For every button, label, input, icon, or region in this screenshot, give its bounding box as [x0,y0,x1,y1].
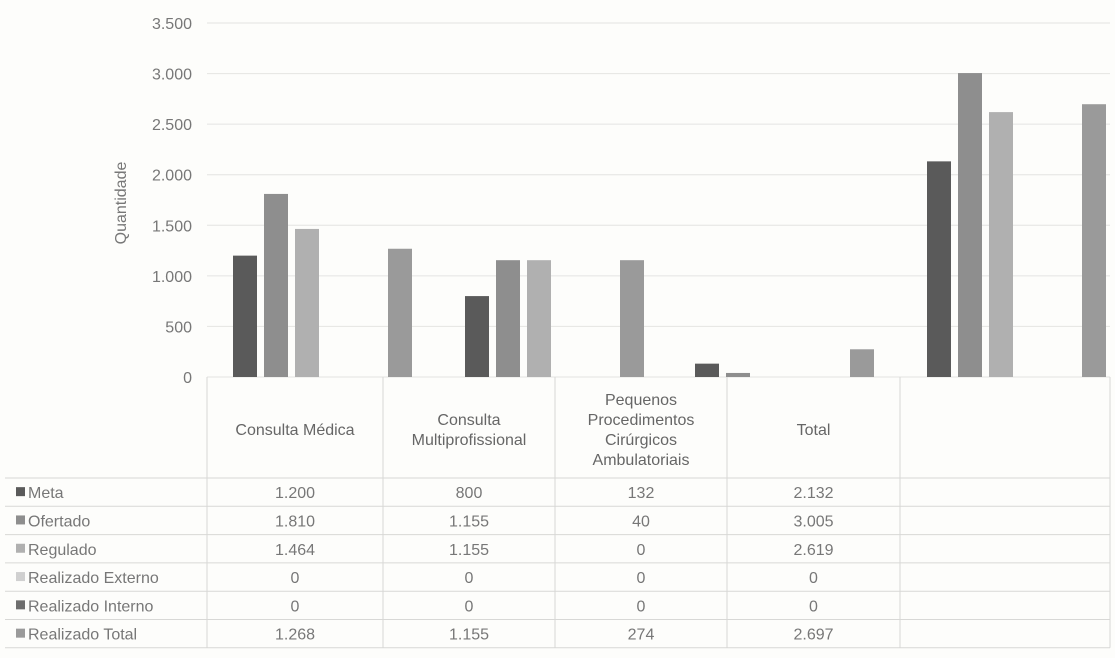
bar-realizado-total [1082,104,1106,377]
bar-ofertado [264,193,288,377]
data-label: 0 [637,570,646,587]
bar-meta [927,161,951,377]
series-name: Regulado [28,542,97,559]
y-tick-label: 2.500 [152,117,192,134]
category-label: Consulta Médica [235,422,354,439]
bar-regulado [989,112,1013,377]
category-label: Multiprofissional [412,432,527,449]
data-label: 1.155 [449,627,489,644]
y-tick-label: 2.000 [152,168,192,185]
category-label: Ambulatoriais [593,452,690,469]
data-label: 1.268 [275,627,315,644]
table-row: Regulado 1.464 1.155 0 2.619 [16,542,834,559]
legend-swatch [16,628,25,638]
table-row: Ofertado 1.810 1.155 40 3.005 [16,513,834,530]
data-label: 1.155 [449,513,489,530]
bar-ofertado [726,372,750,377]
data-table-rows: Meta 1.200 800 132 2.132 Ofertado 1.810 1.155 40… [16,485,834,644]
series-name: Meta [28,485,64,502]
bar-ofertado [496,260,520,377]
bar-ofertado [958,73,982,378]
legend-swatch [16,515,25,525]
y-tick-label: 1.000 [152,269,192,286]
category-label: Procedimentos [588,412,695,429]
series-name: Realizado Interno [28,598,154,615]
y-tick-label: 500 [165,319,192,336]
data-label: 800 [456,485,483,502]
gridlines [207,22,1110,378]
category-labels: Consulta Médica Consulta Multiprofissional… [235,392,830,469]
bar-regulado [295,228,319,377]
bar-meta [233,255,257,377]
data-label: 3.005 [793,513,833,530]
bar-meta [695,363,719,377]
y-tick-label: 3.500 [152,16,192,33]
category-label: Total [797,422,831,439]
data-label: 40 [632,513,650,530]
series-name: Ofertado [28,513,90,530]
category-label: Cirúrgicos [605,432,677,449]
series-name: Realizado Total [28,627,137,644]
data-table-grid [5,377,1111,649]
data-label: 0 [637,598,646,615]
category-label: Pequenos [605,392,677,409]
bar-meta [465,296,489,377]
data-label: 0 [809,598,818,615]
bar-realizado-total [850,349,874,377]
series-name: Realizado Externo [28,570,159,587]
data-label: 0 [291,570,300,587]
data-label: 1.155 [449,542,489,559]
y-tick-label: 3.000 [152,67,192,84]
y-axis-ticks: 0 500 1.000 1.500 2.000 2.500 3.000 3.500 [152,16,192,387]
data-label: 132 [628,485,655,502]
table-row: Realizado Interno 0 0 0 0 [16,598,818,615]
data-label: 1.810 [275,513,315,530]
legend-swatch [16,600,25,610]
data-label: 2.132 [793,485,833,502]
y-axis-label: Quantidade [113,162,130,245]
data-label: 2.697 [793,627,833,644]
table-row: Realizado Total 1.268 1.155 274 2.697 [16,627,834,644]
data-label: 274 [628,627,655,644]
data-label: 0 [465,570,474,587]
data-label: 0 [809,570,818,587]
legend-swatch [16,543,25,553]
bar-realizado-total [388,248,412,377]
data-label: 0 [465,598,474,615]
table-row: Realizado Externo 0 0 0 0 [16,570,818,587]
data-label: 0 [291,598,300,615]
category-label: Consulta [437,412,500,429]
bar-realizado-total [620,260,644,377]
legend-swatch [16,487,25,497]
data-label: 1.464 [275,542,315,559]
legend-swatch [16,572,25,582]
bar-regulado [527,260,551,377]
y-tick-label: 1.500 [152,218,192,235]
table-row: Meta 1.200 800 132 2.132 [16,485,834,502]
data-label: 1.200 [275,485,315,502]
bars [233,73,1106,378]
data-label: 0 [637,542,646,559]
y-tick-label: 0 [183,370,192,387]
data-label: 2.619 [793,542,833,559]
